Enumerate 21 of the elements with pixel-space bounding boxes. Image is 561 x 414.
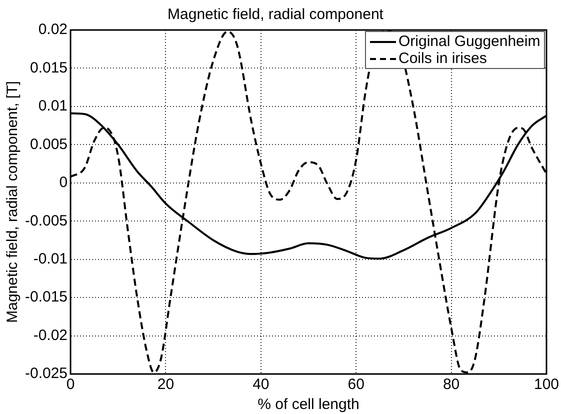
x-tick-label: 20 — [157, 376, 174, 394]
x-axis-title: % of cell length — [258, 396, 360, 414]
legend-label: Original Guggenheim — [398, 33, 540, 50]
y-tick-label: -0.02 — [33, 326, 68, 344]
y-tick-label: 0.005 — [30, 136, 68, 153]
y-tick-label: 0.015 — [30, 59, 68, 76]
y-tick-label: 0 — [59, 174, 68, 192]
x-tick-label: 80 — [442, 376, 460, 394]
y-tick-label: -0.025 — [24, 365, 68, 382]
line-series — [70, 30, 546, 374]
x-tick-label: 40 — [252, 376, 270, 394]
y-axis-title: Magnetic field, radial component, [T] — [4, 81, 22, 323]
y-tick-label: 0.02 — [38, 21, 68, 38]
chart-title: Magnetic field, radial component — [168, 6, 384, 24]
y-tick-label: -0.015 — [24, 288, 68, 306]
x-tick-label: 60 — [348, 376, 364, 394]
y-tick-label: 0.01 — [38, 98, 68, 115]
legend-label: Coils in irises — [398, 50, 487, 67]
y-tick-label: -0.005 — [24, 212, 68, 230]
x-tick-label: 100 — [534, 376, 559, 394]
y-tick-label: -0.01 — [33, 250, 68, 268]
